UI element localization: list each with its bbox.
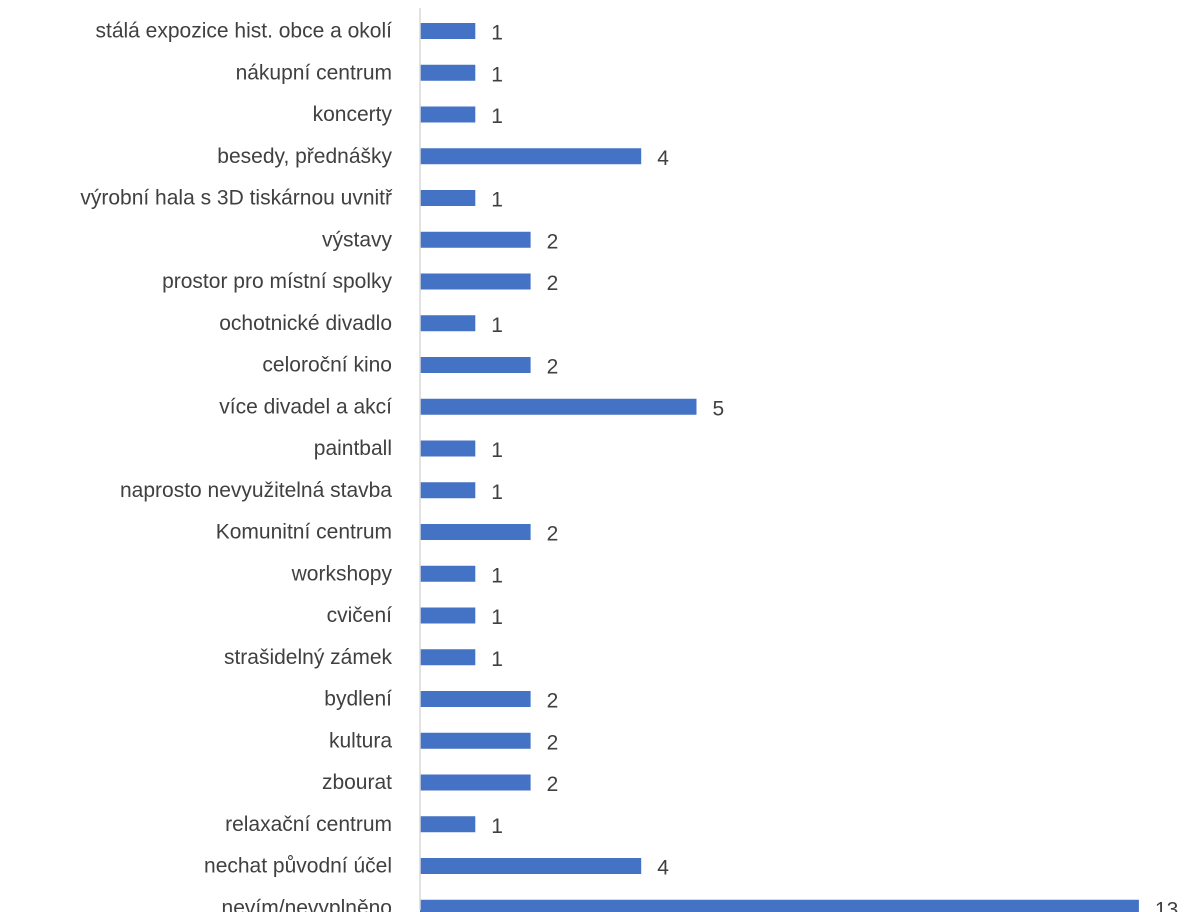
- category-label: strašidelný zámek: [224, 646, 393, 669]
- value-label: 4: [657, 147, 669, 170]
- category-label: naprosto nevyužitelná stavba: [120, 479, 392, 502]
- bar: [420, 565, 476, 582]
- bar: [420, 732, 531, 749]
- bar: [420, 649, 476, 666]
- value-labels: 1 1 1 4 1 2 2 1 2 5 1 1 2 1 1 1 2 2 2 1 4 13: [491, 22, 1178, 912]
- value-label: 2: [547, 356, 559, 379]
- bar: [420, 607, 476, 624]
- bars-layer: [420, 23, 1139, 912]
- bar: [420, 482, 476, 499]
- bar: [420, 691, 531, 707]
- category-label: zbourat: [322, 771, 392, 794]
- category-label: koncerty: [313, 103, 393, 126]
- category-label: výstavy: [322, 228, 393, 251]
- value-label: 1: [491, 439, 503, 462]
- category-label: ochotnické divadlo: [219, 312, 392, 335]
- category-label: besedy, přednášky: [217, 145, 392, 168]
- value-label: 5: [713, 397, 725, 420]
- bar: [420, 64, 476, 81]
- category-label: paintball: [314, 437, 392, 460]
- category-label: výrobní hala s 3D tiskárnou uvnitř: [80, 187, 393, 210]
- bar: [420, 273, 531, 290]
- bar: [420, 106, 476, 123]
- category-label: více divadel a akcí: [219, 395, 392, 418]
- category-label: stálá expozice hist. obce a okolí: [95, 20, 392, 43]
- category-label: workshopy: [291, 562, 393, 585]
- value-label: 1: [491, 314, 503, 337]
- value-label: 1: [491, 481, 503, 504]
- value-label: 1: [491, 648, 503, 671]
- value-label: 1: [491, 606, 503, 629]
- category-label: nákupní centrum: [236, 61, 392, 84]
- bar: [420, 357, 531, 373]
- value-label: 2: [547, 690, 559, 713]
- category-label: cvičení: [327, 604, 393, 627]
- category-label: prostor pro místní spolky: [162, 270, 392, 293]
- bar: [420, 524, 531, 540]
- bar: [420, 148, 642, 165]
- bar: [420, 190, 476, 206]
- category-label: kultura: [329, 729, 392, 752]
- bar: [420, 440, 476, 457]
- bar: [420, 774, 531, 791]
- category-label: nechat původní účel: [204, 855, 392, 878]
- value-label: 2: [547, 230, 559, 253]
- value-label: 1: [491, 815, 503, 838]
- bar: [420, 23, 476, 39]
- value-label: 2: [547, 773, 559, 796]
- bar: [420, 816, 476, 833]
- category-labels: stálá expozice hist. obce a okolí nákupní…: [80, 20, 393, 912]
- value-label: 1: [491, 189, 503, 212]
- bar: [420, 858, 642, 874]
- category-label: celoroční kino: [262, 354, 392, 377]
- value-label: 1: [491, 63, 503, 86]
- value-label: 4: [657, 857, 669, 880]
- value-label: 1: [491, 22, 503, 45]
- value-label: 2: [547, 523, 559, 546]
- value-label: 1: [491, 564, 503, 587]
- bar: [420, 899, 1139, 912]
- category-label: bydlení: [324, 688, 392, 711]
- value-label: 13: [1155, 898, 1178, 912]
- bar: [420, 315, 476, 332]
- category-label: Komunitní centrum: [216, 521, 392, 544]
- category-label: relaxační centrum: [225, 813, 392, 836]
- bar: [420, 398, 697, 415]
- value-label: 1: [491, 105, 503, 128]
- category-label: nevím/nevyplněno: [222, 896, 392, 912]
- value-label: 2: [547, 731, 559, 754]
- value-label: 2: [547, 272, 559, 295]
- bar: [420, 231, 531, 248]
